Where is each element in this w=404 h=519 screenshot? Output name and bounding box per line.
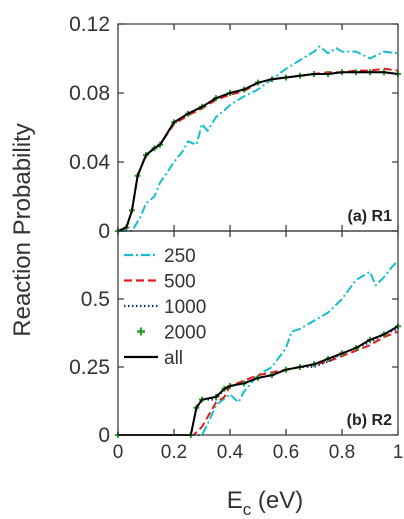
x-axis-label: Ec (eV)	[227, 487, 304, 519]
series-all-panel-1	[117, 71, 399, 232]
plot-frame	[117, 230, 399, 436]
y-tick-label: 0.5	[81, 288, 110, 311]
series-all-panel-2	[118, 325, 399, 436]
series-500-panel-1	[117, 67, 399, 232]
x-tick-label: 0.8	[329, 442, 355, 463]
x-axis-label-sub: c	[243, 500, 252, 519]
x-tick-label: 1	[393, 442, 404, 463]
y-tick-label: 0	[98, 220, 110, 243]
line-250	[118, 260, 399, 436]
line-250	[118, 45, 399, 232]
y-tick-label: 0.08	[69, 82, 110, 105]
line-500	[118, 330, 399, 436]
line-500	[117, 67, 399, 232]
x-tick-label: 0.6	[273, 442, 299, 463]
x-tick-label: 0.4	[217, 442, 244, 463]
y-tick-label: 0.04	[69, 151, 110, 174]
legend-label-500: 500	[164, 272, 196, 293]
x-axis-label-main: E	[227, 487, 243, 514]
panel-b-r2: 0 0.25 0.5 0 0.2 0.4 0.6 0.8 1(b) R2 250 500 1000 20…	[69, 230, 404, 463]
series-250-panel-1	[118, 45, 399, 232]
x-axis-label-unit: (eV)	[251, 487, 303, 514]
panel-a-r1: 0 0.04 0.08 0.12 (a) R1	[69, 13, 401, 243]
x-tick-label: 0.2	[161, 442, 187, 463]
series-500-panel-2	[118, 330, 399, 436]
legend-label-250: 250	[164, 246, 196, 267]
line-all	[117, 71, 399, 232]
legend-label-1000: 1000	[164, 297, 206, 318]
line-all	[118, 325, 399, 436]
x-tick-label: 0	[113, 442, 124, 463]
panel-label: (a) R1	[348, 208, 393, 225]
legend-label-2000: 2000	[164, 323, 206, 344]
y-axis-label: Reaction Probability	[9, 123, 36, 336]
legend-label-all: all	[164, 348, 183, 369]
y-tick-label: 0	[98, 424, 110, 447]
legend-swatch-2000	[137, 327, 145, 336]
y-tick-label: 0.12	[69, 13, 110, 36]
series-250-panel-2	[118, 260, 399, 436]
panel-label: (b) R2	[347, 412, 392, 429]
legend: 250 500 1000 2000 all	[124, 246, 206, 369]
y-tick-label: 0.25	[69, 356, 110, 379]
plot-frame	[117, 23, 399, 232]
